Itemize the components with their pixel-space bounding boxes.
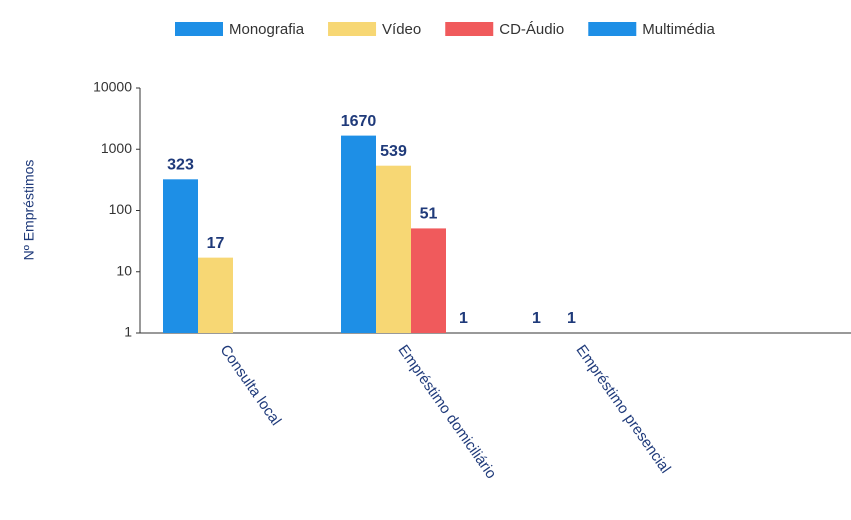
y-tick-label: 10000	[93, 79, 132, 95]
legend-swatch	[445, 22, 494, 36]
bar	[376, 165, 411, 333]
y-tick-label: 1000	[101, 140, 132, 156]
legend-label: Vídeo	[382, 21, 421, 38]
bar	[411, 228, 446, 333]
legend-swatch	[588, 22, 637, 36]
data-label: 1	[532, 310, 541, 327]
bar	[163, 179, 198, 333]
data-label: 323	[167, 157, 194, 174]
legend-label: Monografia	[229, 21, 305, 38]
x-tick-label: Empréstimo domiciliário	[394, 342, 499, 482]
y-tick-label: 100	[109, 201, 133, 217]
legend-swatch	[328, 22, 377, 36]
bar	[341, 135, 376, 333]
data-label: 1	[567, 310, 576, 327]
y-tick-label: 1	[124, 324, 132, 340]
legend-label: Multimédia	[642, 21, 715, 38]
x-tick-label: Empréstimo presencial	[572, 342, 673, 477]
bar	[198, 257, 233, 333]
data-label: 1670	[341, 113, 377, 130]
data-label: 539	[380, 143, 407, 160]
legend-swatch	[175, 22, 223, 36]
y-axis-label: Nº Empréstimos	[21, 160, 37, 261]
data-label: 51	[420, 206, 438, 223]
y-tick-label: 10	[116, 262, 132, 278]
data-label: 1	[459, 310, 468, 327]
legend-label: CD-Áudio	[499, 21, 564, 38]
x-tick-label: Consulta local	[216, 342, 284, 429]
data-label: 17	[207, 235, 225, 252]
